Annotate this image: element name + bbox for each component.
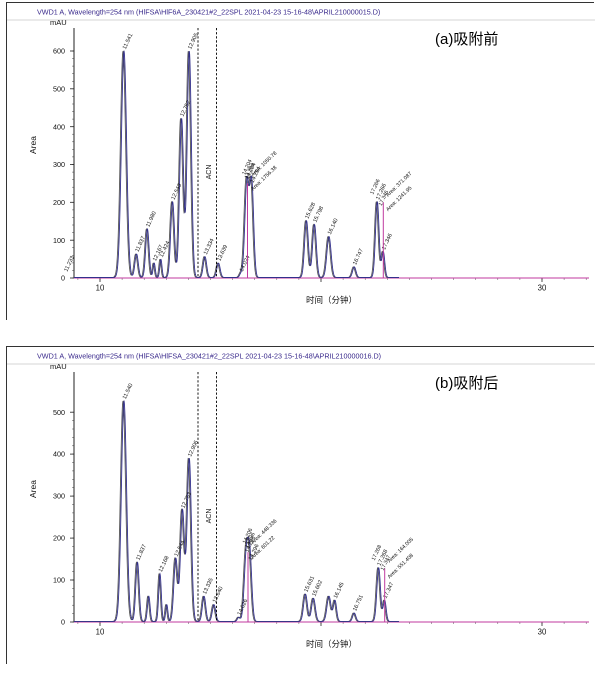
svg-text:30: 30 — [538, 284, 547, 293]
svg-text:100: 100 — [53, 576, 65, 585]
svg-text:200: 200 — [53, 534, 65, 543]
svg-text:300: 300 — [53, 160, 65, 169]
svg-text:500: 500 — [53, 84, 65, 93]
svg-text:VWD1 A, Wavelength=254 nm (HlF: VWD1 A, Wavelength=254 nm (HlFSA\HlF6A_2… — [37, 8, 380, 17]
svg-text:200: 200 — [53, 198, 65, 207]
svg-text:(a)吸附前: (a)吸附前 — [435, 31, 498, 48]
svg-text:mAU: mAU — [50, 18, 67, 27]
svg-text:30: 30 — [538, 628, 547, 637]
svg-text:600: 600 — [53, 47, 65, 56]
svg-text:ACN: ACN — [206, 509, 213, 524]
svg-text:10: 10 — [96, 628, 105, 637]
svg-text:0: 0 — [61, 274, 65, 283]
svg-text:Area: Area — [28, 480, 38, 498]
svg-text:VWD1 A, Wavelength=254 nm (HlF: VWD1 A, Wavelength=254 nm (HlFSA\HlFSA_2… — [37, 352, 381, 361]
svg-text:0: 0 — [61, 618, 65, 627]
svg-text:400: 400 — [53, 450, 65, 459]
svg-text:100: 100 — [53, 236, 65, 245]
svg-text:时间（分钟）: 时间（分钟） — [306, 639, 357, 649]
svg-text:(b)吸附后: (b)吸附后 — [435, 375, 498, 392]
svg-text:Area: Area — [28, 136, 38, 154]
svg-text:10: 10 — [96, 284, 105, 293]
svg-text:mAU: mAU — [50, 362, 67, 371]
svg-text:时间（分钟）: 时间（分钟） — [306, 295, 357, 305]
svg-text:ACN: ACN — [206, 165, 213, 180]
svg-text:300: 300 — [53, 492, 65, 501]
svg-text:500: 500 — [53, 408, 65, 417]
svg-text:400: 400 — [53, 122, 65, 131]
